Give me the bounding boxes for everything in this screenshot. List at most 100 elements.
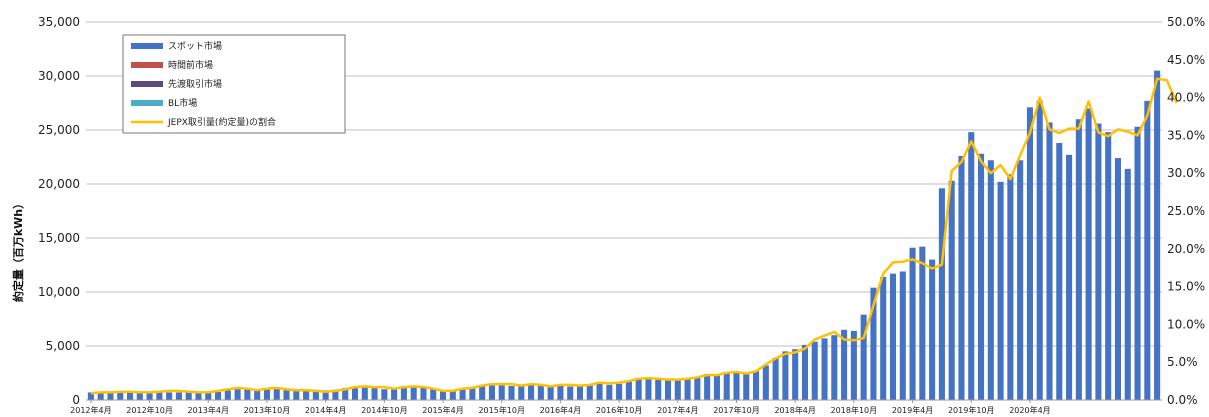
bar — [812, 342, 818, 400]
y-left-tick-label: 30,000 — [38, 69, 80, 83]
y-right-tick-label: 30.0% — [1167, 166, 1205, 180]
y-axis-title: 約定量（百万kWh） — [11, 198, 25, 302]
bar — [401, 388, 407, 400]
bar — [626, 382, 632, 400]
y-left-tick-label: 35,000 — [38, 15, 80, 29]
bar — [606, 385, 612, 400]
bar — [733, 372, 739, 400]
bar — [714, 375, 720, 400]
bar — [1076, 119, 1082, 400]
x-tick-label: 2018年4月 — [774, 405, 815, 415]
bar — [117, 392, 123, 400]
x-tick-label: 2020年4月 — [1009, 405, 1050, 415]
y-left-tick-label: 0 — [72, 393, 80, 407]
bar — [1125, 169, 1131, 400]
bar — [597, 384, 603, 400]
x-tick-label: 2019年10月 — [948, 405, 995, 415]
bar — [420, 388, 426, 400]
bar — [499, 385, 505, 400]
bar — [274, 389, 280, 400]
bar — [460, 390, 466, 400]
x-tick-label: 2017年10月 — [713, 405, 760, 415]
bar — [479, 387, 485, 401]
y-right-tick-label: 5.0% — [1167, 355, 1198, 369]
bar — [802, 345, 808, 400]
bar — [694, 377, 700, 400]
bar — [166, 392, 172, 400]
y-left-tick-label: 20,000 — [38, 177, 80, 191]
bar — [215, 392, 221, 400]
bar — [910, 248, 916, 400]
bar — [411, 388, 417, 400]
bar — [763, 365, 769, 400]
bar — [645, 378, 651, 400]
bar — [548, 387, 554, 400]
bar — [968, 132, 974, 400]
y-left-tick-label: 10,000 — [38, 285, 80, 299]
bar — [998, 182, 1004, 400]
bar — [381, 389, 387, 400]
x-tick-label: 2012年10月 — [126, 405, 173, 415]
legend-swatch — [131, 81, 163, 87]
legend-label: 先渡取引市場 — [168, 78, 222, 90]
bar — [1144, 101, 1150, 400]
x-tick-label: 2014年10月 — [361, 405, 408, 415]
bar — [528, 385, 534, 400]
bar — [655, 378, 661, 400]
y-right-tick-label: 10.0% — [1167, 317, 1205, 331]
legend-label: BL市場 — [168, 97, 197, 109]
bar — [773, 358, 779, 400]
bar — [127, 392, 133, 400]
bar — [792, 349, 798, 400]
bar — [195, 393, 201, 400]
x-tick-label: 2014年4月 — [305, 405, 346, 415]
bar — [1037, 101, 1043, 400]
legend-swatch — [131, 100, 163, 106]
bar — [225, 390, 231, 400]
bar — [1027, 107, 1033, 400]
legend-label: 時間前市場 — [168, 59, 213, 71]
bar — [538, 386, 544, 400]
bar — [1154, 71, 1160, 400]
bar — [1066, 155, 1072, 400]
bar — [929, 260, 935, 400]
bar — [137, 393, 143, 400]
x-tick-label: 2015年4月 — [422, 405, 463, 415]
y-axis-right: 0.0%5.0%10.0%15.0%20.0%25.0%30.0%35.0%40… — [1167, 15, 1205, 407]
bar — [831, 335, 837, 400]
bar — [1086, 108, 1092, 400]
bar — [685, 379, 691, 400]
bar — [1105, 132, 1111, 400]
bar — [616, 384, 622, 400]
bar — [1095, 124, 1101, 400]
legend-swatch — [131, 62, 163, 68]
bar — [567, 387, 573, 401]
bar — [665, 379, 671, 400]
bar — [704, 374, 710, 400]
bar — [636, 379, 642, 400]
bar — [1046, 122, 1052, 400]
y-right-tick-label: 45.0% — [1167, 53, 1205, 67]
bar — [1115, 158, 1121, 400]
y-right-tick-label: 40.0% — [1167, 91, 1205, 105]
bar — [743, 373, 749, 400]
y-right-tick-label: 35.0% — [1167, 128, 1205, 142]
x-axis: 2012年4月 2012年10月 2013年4月 2013年10月 2014年4月 201… — [70, 400, 1051, 415]
bar — [372, 388, 378, 400]
bar — [978, 154, 984, 400]
x-tick-label: 2015年10月 — [478, 405, 525, 415]
x-tick-label: 2017年4月 — [657, 405, 698, 415]
bar — [176, 392, 182, 400]
x-tick-label: 2013年10月 — [244, 405, 291, 415]
y-left-tick-label: 25,000 — [38, 123, 80, 137]
bar — [518, 387, 524, 401]
y-right-tick-label: 0.0% — [1167, 393, 1198, 407]
x-tick-label: 2019年4月 — [892, 405, 933, 415]
legend-label: JEPX取引量(約定量)の割合 — [167, 116, 276, 128]
bar — [753, 371, 759, 400]
bar — [1056, 143, 1062, 400]
legend-label: スポット市場 — [168, 40, 222, 52]
bar — [508, 386, 514, 400]
